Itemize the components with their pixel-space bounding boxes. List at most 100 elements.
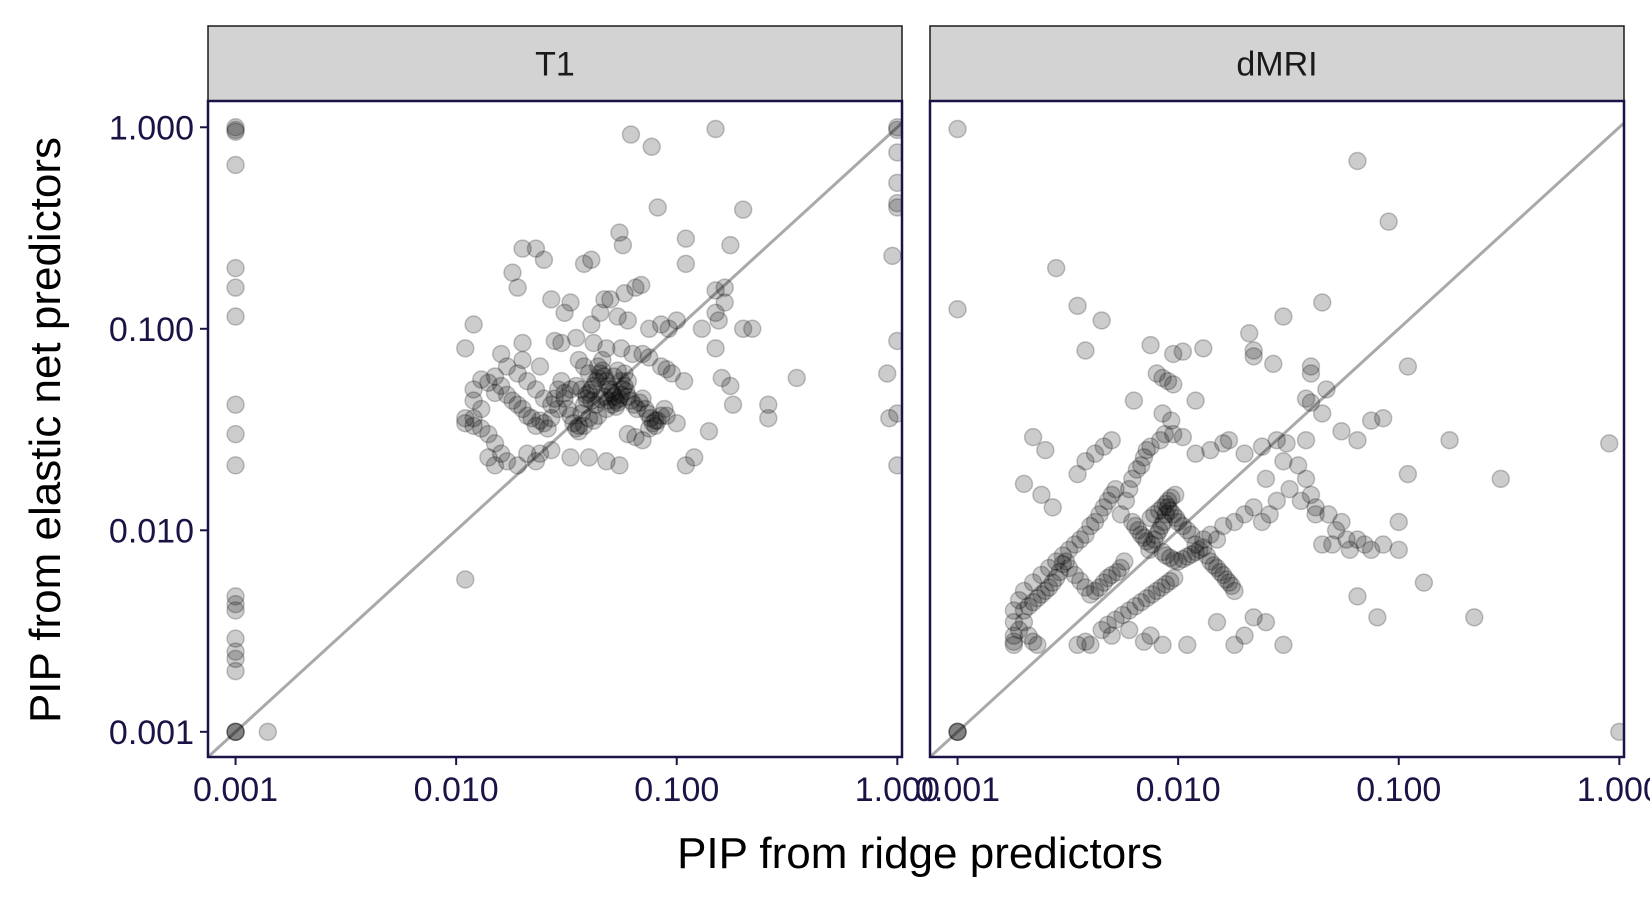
- data-point: [888, 198, 902, 217]
- data-point: [1076, 341, 1095, 360]
- data-point: [1129, 521, 1148, 540]
- data-point: [1023, 427, 1043, 447]
- data-point: [503, 391, 522, 410]
- data-point: [1190, 540, 1209, 560]
- data-point: [545, 389, 565, 408]
- data-point: [572, 404, 591, 423]
- data-point: [692, 319, 712, 339]
- data-point: [1201, 525, 1220, 545]
- data-point: [715, 293, 734, 312]
- data-point: [574, 416, 594, 436]
- data-point: [1014, 601, 1034, 620]
- data-point: [611, 371, 631, 391]
- data-point: [633, 430, 652, 450]
- data-point: [642, 137, 661, 157]
- data-point: [1164, 568, 1184, 588]
- data-point: [1085, 512, 1105, 532]
- data-point: [1274, 452, 1293, 471]
- data-point: [555, 303, 574, 323]
- data-point: [1149, 501, 1169, 521]
- data-point: [613, 380, 633, 399]
- data-point: [1102, 430, 1121, 450]
- data-point: [1168, 552, 1188, 571]
- data-point: [1296, 430, 1316, 450]
- data-point: [1301, 485, 1321, 505]
- data-point: [1141, 508, 1160, 528]
- data-point: [491, 444, 511, 463]
- data-point: [1124, 391, 1144, 410]
- data-point: [1173, 516, 1193, 536]
- data-point: [597, 399, 616, 419]
- data-point: [1071, 571, 1090, 591]
- data-point: [1260, 505, 1279, 524]
- x-tick-label: 1.000: [855, 771, 940, 809]
- data-point: [1131, 456, 1151, 475]
- data-point: [593, 361, 612, 380]
- data-point: [1222, 576, 1242, 596]
- data-point: [582, 380, 601, 399]
- data-point: [579, 448, 599, 467]
- data-point: [723, 395, 743, 414]
- data-point: [638, 404, 658, 423]
- data-point: [593, 350, 612, 370]
- data-point: [615, 364, 634, 383]
- data-point: [1147, 581, 1167, 601]
- data-point: [1098, 568, 1118, 588]
- data-point: [513, 333, 532, 353]
- data-point: [1028, 635, 1047, 655]
- x-tick-label: 0.010: [414, 771, 499, 809]
- data-point: [485, 367, 505, 386]
- data-point: [1332, 422, 1351, 441]
- data-point: [674, 371, 694, 391]
- data-point: [1160, 501, 1180, 521]
- data-point: [1059, 558, 1079, 578]
- data-point: [226, 594, 245, 614]
- data-point: [1225, 581, 1244, 601]
- data-point: [485, 434, 505, 453]
- data-point: [888, 193, 902, 213]
- data-point: [491, 344, 511, 364]
- data-point: [226, 395, 245, 414]
- data-point: [577, 385, 596, 405]
- data-point: [472, 419, 491, 438]
- data-point: [555, 383, 574, 403]
- data-point: [1225, 512, 1244, 532]
- data-point: [1039, 558, 1059, 578]
- data-point: [542, 395, 561, 414]
- data-point: [1332, 512, 1351, 532]
- data-point: [618, 424, 638, 444]
- data-point: [1306, 505, 1325, 524]
- data-point: [1153, 404, 1172, 423]
- data-point: [1140, 540, 1159, 560]
- x-tick-label: 0.001: [915, 771, 1000, 809]
- reference-line-t1: [208, 120, 902, 757]
- data-point: [639, 348, 659, 367]
- data-point: [1288, 456, 1308, 475]
- data-point: [1046, 258, 1066, 278]
- data-point: [1032, 565, 1051, 585]
- data-point: [1244, 347, 1263, 366]
- data-point: [584, 333, 603, 353]
- data-point: [1256, 612, 1276, 632]
- data-point: [456, 570, 475, 589]
- data-point: [552, 333, 571, 353]
- data-point: [597, 452, 616, 471]
- data-point: [566, 376, 586, 396]
- data-point: [1182, 525, 1201, 545]
- data-point: [1207, 612, 1227, 632]
- data-point: [1046, 552, 1066, 571]
- data-point: [1028, 589, 1047, 608]
- data-point: [1165, 485, 1185, 505]
- data-point: [226, 649, 245, 669]
- data-point: [1098, 615, 1118, 634]
- data-point: [1145, 505, 1164, 524]
- data-point: [888, 404, 902, 423]
- data-point: [1065, 535, 1085, 554]
- x-tick-label: 0.100: [634, 771, 719, 809]
- data-point: [610, 456, 629, 475]
- strip-title-t1: T1: [535, 46, 575, 84]
- data-point: [1141, 626, 1160, 645]
- data-point: [226, 722, 245, 742]
- data-point: [1368, 608, 1387, 627]
